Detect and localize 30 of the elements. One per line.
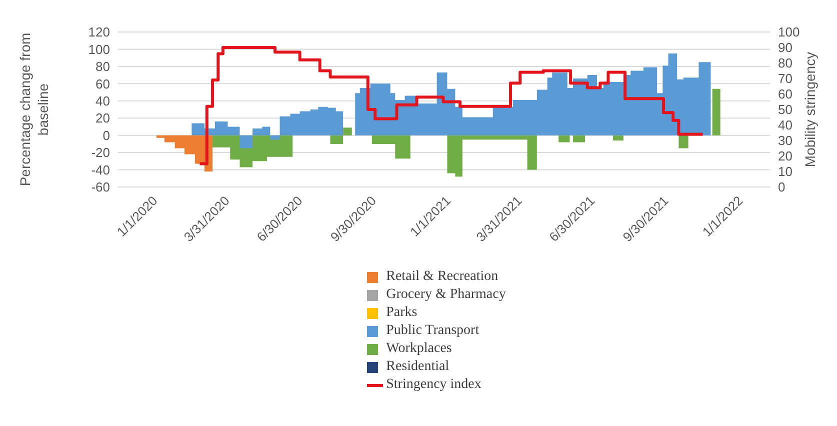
y2-tick-label: 100 <box>778 24 800 40</box>
legend-label: Stringency index <box>386 376 482 394</box>
y2-tick-label: 90 <box>778 40 792 56</box>
y-tick-label: -20 <box>91 145 110 160</box>
y2-tick-label: 30 <box>778 133 792 148</box>
y2-axis-title: Mobility stringency <box>802 52 818 168</box>
y2-tick-label: 10 <box>778 164 792 180</box>
legend-label: Retail & Recreation <box>386 268 498 286</box>
y2-tick-label: 70 <box>778 71 792 86</box>
y2-tick-label: 40 <box>778 118 792 133</box>
y2-tick-label: 60 <box>778 86 792 102</box>
legend-label: Public Transport <box>386 322 480 340</box>
y2-tick-label: 80 <box>778 56 792 71</box>
y2-tick-label: 50 <box>778 102 792 118</box>
y-tick-label: 120 <box>88 24 110 40</box>
y-tick-label: -60 <box>91 180 110 195</box>
y-axis-title: Percentage change from baseline <box>17 32 51 186</box>
y-tick-label: 0 <box>102 128 110 143</box>
y-tick-label: 100 <box>88 42 110 57</box>
y-tick-label: 40 <box>96 94 110 109</box>
y-tick-label: 60 <box>96 76 110 92</box>
y2-tick-label: 20 <box>778 148 792 164</box>
y-tick-label: -40 <box>91 162 110 178</box>
y2-tick-label: 0 <box>778 180 786 195</box>
legend-label: Parks <box>386 304 418 322</box>
y-tick-label: 20 <box>96 110 110 126</box>
legend-label: Grocery & Pharmacy <box>386 286 506 304</box>
legend-label: Workplaces <box>386 340 452 358</box>
legend-label: Residential <box>386 358 450 376</box>
y-tick-label: 80 <box>96 59 110 74</box>
